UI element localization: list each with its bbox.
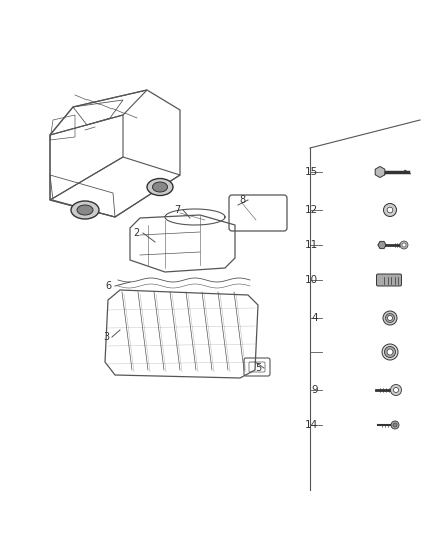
Text: 8: 8 <box>239 195 245 205</box>
Circle shape <box>384 204 396 216</box>
Circle shape <box>391 384 402 395</box>
Text: 4: 4 <box>311 313 318 323</box>
Text: 14: 14 <box>305 420 318 430</box>
Text: 15: 15 <box>305 167 318 177</box>
Circle shape <box>383 311 397 325</box>
Ellipse shape <box>152 182 167 192</box>
Circle shape <box>402 243 406 247</box>
Text: 11: 11 <box>305 240 318 250</box>
Circle shape <box>382 344 398 360</box>
Text: 6: 6 <box>106 281 112 291</box>
Circle shape <box>393 387 399 392</box>
Ellipse shape <box>71 201 99 219</box>
Circle shape <box>393 423 397 427</box>
Circle shape <box>391 421 399 429</box>
Text: 9: 9 <box>311 385 318 395</box>
Text: 2: 2 <box>134 228 140 238</box>
Text: 3: 3 <box>103 332 109 342</box>
Text: 12: 12 <box>305 205 318 215</box>
Text: 7: 7 <box>174 205 180 215</box>
Circle shape <box>385 346 396 358</box>
Circle shape <box>387 207 393 213</box>
Ellipse shape <box>77 205 93 215</box>
Ellipse shape <box>147 179 173 196</box>
Circle shape <box>400 241 408 249</box>
Text: 5: 5 <box>255 363 261 373</box>
Circle shape <box>387 349 393 355</box>
Circle shape <box>385 313 395 322</box>
Polygon shape <box>375 166 385 177</box>
Polygon shape <box>378 241 386 248</box>
FancyBboxPatch shape <box>377 274 402 286</box>
Text: 10: 10 <box>305 275 318 285</box>
Circle shape <box>388 316 392 320</box>
